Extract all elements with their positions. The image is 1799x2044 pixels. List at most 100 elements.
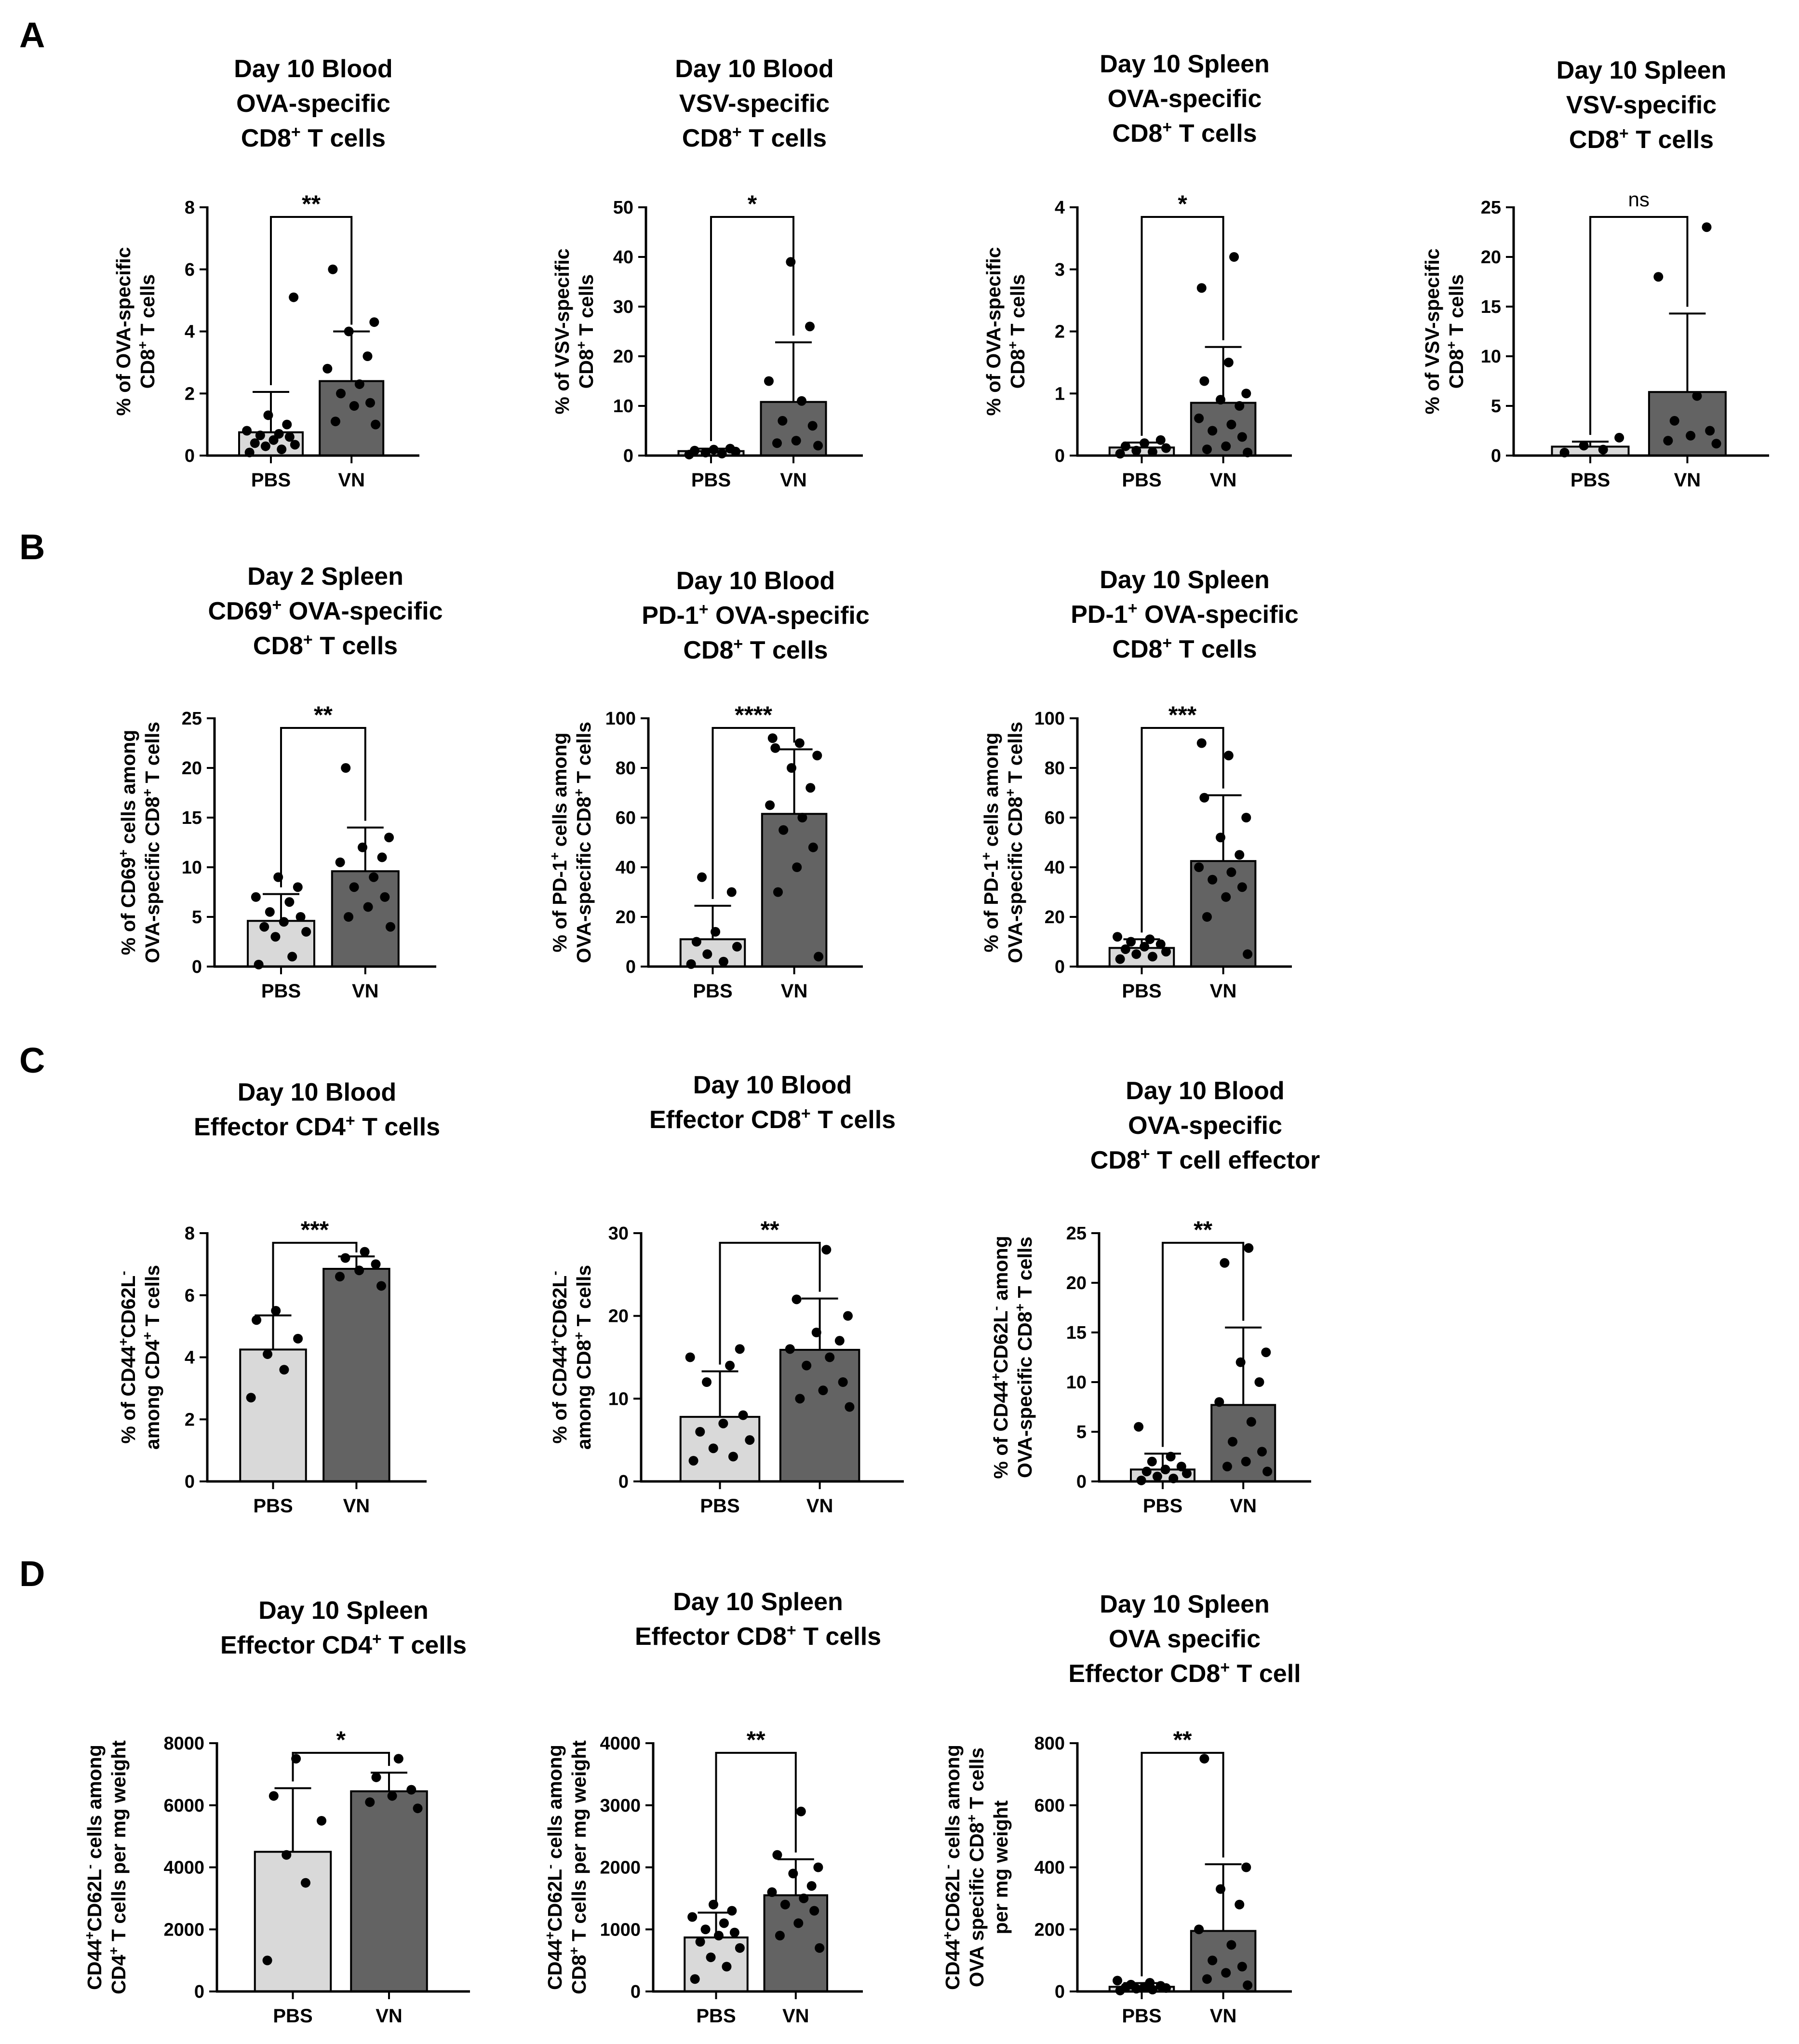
y-axis-label-line-segment: +	[566, 1947, 581, 1954]
data-point	[1131, 445, 1141, 456]
data-point	[1702, 222, 1712, 232]
data-point	[1214, 1397, 1224, 1407]
y-tick-label: 0	[623, 446, 633, 466]
y-tick-label: 3000	[600, 1796, 641, 1816]
y-axis-label-line: OVA-specific CD8+ T cells	[1012, 1237, 1036, 1478]
y-axis-label-line: % of VSV-specific	[551, 248, 573, 414]
data-point	[1115, 954, 1125, 964]
chart-title-line-segment: +	[1619, 124, 1629, 143]
data-point	[282, 419, 292, 430]
y-axis-label-line: OVA-specific CD8+ T cells	[1003, 722, 1027, 963]
data-point	[845, 1402, 855, 1412]
data-point	[265, 907, 275, 917]
data-point	[1126, 937, 1136, 947]
data-point	[797, 396, 807, 406]
y-axis-label-line: CD8+ T cells	[1444, 274, 1468, 389]
data-point	[1113, 1976, 1123, 1986]
data-point	[793, 1918, 804, 1928]
data-point	[1131, 949, 1141, 959]
data-point	[713, 1931, 724, 1941]
data-point	[330, 417, 340, 427]
significance-label: ***	[1168, 701, 1197, 728]
y-tick-label: 20	[1481, 247, 1501, 268]
chart-title-line-segment: +	[272, 596, 282, 614]
x-tick-label-pbs: PBS	[1122, 470, 1161, 491]
x-tick-label-vn: VN	[782, 2005, 809, 2027]
y-axis-label-line: % of OVA-specific	[982, 247, 1005, 416]
y-tick-label: 6000	[163, 1796, 204, 1816]
y-tick-label: 2	[185, 1410, 195, 1430]
data-point	[794, 738, 805, 748]
y-tick-label: 0	[194, 1982, 204, 2002]
y-axis-label-line-segment: % of PD-1	[549, 860, 571, 952]
chart-title-line-segment: Day 2 Spleen	[247, 563, 403, 591]
significance-bracket	[710, 216, 794, 441]
data-point	[1254, 1377, 1264, 1387]
data-point	[1221, 441, 1231, 451]
data-point	[336, 389, 346, 399]
data-point	[279, 1365, 289, 1375]
y-tick-label: 0	[1055, 446, 1065, 466]
chart-title-line: PD-1+ OVA-specific	[1071, 599, 1299, 629]
y-tick-label: 20	[613, 347, 633, 367]
data-point	[802, 1360, 812, 1371]
data-point	[772, 1850, 782, 1860]
data-point	[1246, 1417, 1256, 1427]
y-axis-label-line: % of CD44+CD62L- among	[988, 1236, 1012, 1479]
data-point	[1196, 283, 1207, 293]
y-axis-label-line-segment: T cells	[136, 274, 159, 341]
y-axis-label-line-segment: cells among	[941, 1745, 964, 1864]
data-point	[767, 733, 778, 743]
chart-title-line-segment: Day 10 Spleen	[1557, 56, 1727, 84]
y-axis-label-line: % of CD44+CD62L-	[116, 1271, 140, 1443]
data-point	[1202, 1974, 1212, 1984]
data-point	[834, 1336, 845, 1346]
significance-label: *	[1178, 190, 1187, 217]
y-tick-label: 0	[1076, 1472, 1087, 1492]
y-tick-label: 60	[1045, 808, 1065, 828]
y-axis-label: % of OVA-specific CD8+ T cells	[982, 247, 1029, 416]
y-axis-label-line-segment: -	[940, 1864, 955, 1869]
data-point	[690, 1974, 700, 1984]
y-axis-label-line: per mg weight	[990, 1800, 1012, 1934]
y-tick-label: 600	[1034, 1796, 1065, 1816]
data-point	[688, 1456, 698, 1466]
data-point	[1237, 882, 1247, 892]
data-point	[1226, 867, 1236, 877]
panel-label-d: D	[19, 1554, 45, 1594]
data-point	[1155, 435, 1166, 445]
chart-title-line-segment: +	[303, 631, 313, 649]
y-axis-label-line-segment: CD8	[1445, 349, 1467, 389]
chart-title-line-segment: T cells	[313, 632, 398, 660]
y-axis-label-line-segment: OVA specific CD8	[966, 1822, 988, 1987]
data-point	[274, 429, 284, 439]
chart-title-line-segment: CD8	[1090, 1146, 1141, 1174]
y-axis-label-line: among CD8+ T cells	[571, 1265, 595, 1450]
data-point	[735, 1943, 745, 1953]
x-tick-label-vn: VN	[1210, 470, 1237, 491]
y-axis-label-line-segment: +	[106, 1947, 121, 1954]
chart-title-line-segment: Effector CD8	[649, 1106, 801, 1134]
data-point	[700, 1924, 711, 1935]
chart-title-line-segment: Effector CD8	[1068, 1660, 1220, 1688]
x-tick-label-pbs: PBS	[1143, 1495, 1182, 1517]
x-tick-label-vn: VN	[781, 981, 808, 1002]
y-tick-label: 2	[185, 384, 195, 404]
x-tick-label-vn: VN	[338, 470, 365, 491]
chart-title-line-segment: Effector CD8	[635, 1623, 787, 1651]
data-point	[843, 1311, 853, 1321]
bar-vn	[761, 813, 828, 968]
data-point	[290, 440, 300, 450]
data-point	[349, 401, 359, 411]
chart-title-line: Day 10 Blood	[234, 55, 392, 83]
data-point	[791, 436, 801, 446]
chart-title-line: Effector CD8+ T cells	[635, 1621, 881, 1651]
data-point	[806, 783, 816, 793]
data-point	[371, 1772, 381, 1782]
y-axis-label-line-segment: -	[542, 1864, 557, 1869]
y-axis-label-line-segment: T cells	[966, 1748, 988, 1815]
data-point	[809, 1906, 819, 1916]
y-axis-label-line-segment: +	[571, 1332, 586, 1340]
